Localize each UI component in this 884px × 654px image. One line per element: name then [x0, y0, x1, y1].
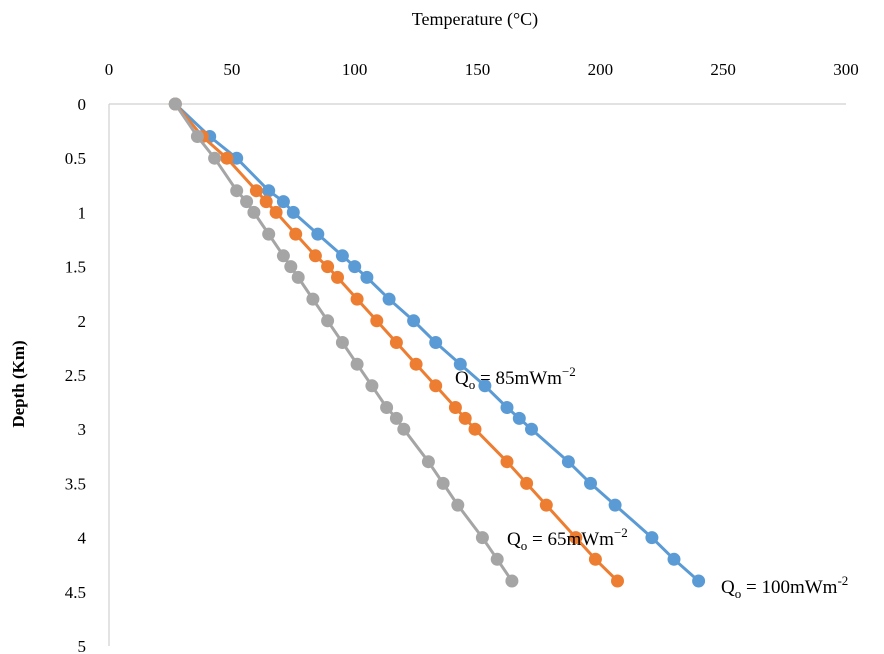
data-point [276, 249, 290, 263]
data-point [365, 379, 379, 393]
data-point [478, 379, 492, 393]
x-tick-labels: 0 50 100 150 200 250 300 [105, 60, 859, 79]
data-point [468, 422, 482, 436]
data-point [289, 227, 303, 241]
data-point [561, 455, 575, 469]
data-point [311, 227, 325, 241]
data-point [249, 184, 263, 198]
data-point [168, 97, 182, 111]
data-point [389, 336, 403, 349]
data-point [692, 574, 706, 588]
x-tick-label: 250 [710, 60, 736, 79]
data-point [667, 552, 681, 566]
data-point [448, 401, 462, 414]
data-point [360, 270, 374, 284]
data-point [453, 357, 467, 371]
data-point [569, 531, 583, 545]
x-tick-label: 50 [223, 60, 240, 79]
x-tick-label: 300 [833, 60, 859, 79]
data-point [475, 531, 489, 545]
data-point [331, 270, 344, 284]
annotation-layer: Qo = 85mWm−2 Qo = 65mWm−2 Qo = 100mWm-2 [455, 364, 848, 601]
series-1 [168, 97, 706, 588]
data-point [500, 455, 514, 469]
data-point [335, 336, 349, 349]
data-point [259, 195, 273, 209]
data-point [321, 314, 335, 328]
data-point [645, 531, 659, 545]
y-tick-label: 4 [78, 529, 87, 548]
series-2 [168, 97, 624, 588]
data-point [429, 336, 443, 349]
data-point [230, 184, 244, 198]
series-3 [168, 97, 519, 588]
data-point [276, 195, 290, 209]
y-tick-label: 5 [78, 637, 87, 654]
x-tick-label: 150 [465, 60, 491, 79]
data-point [284, 260, 298, 274]
series-layer [168, 97, 706, 588]
data-point [539, 498, 553, 512]
y-tick-label: 0 [78, 95, 87, 114]
data-point [262, 227, 276, 241]
data-point [505, 574, 519, 588]
data-point [321, 260, 335, 274]
data-point [291, 270, 305, 284]
y-tick-label: 1 [78, 203, 87, 222]
data-point [429, 379, 443, 393]
data-point [190, 130, 204, 143]
data-point [220, 151, 234, 165]
data-point [458, 411, 472, 425]
data-point [350, 357, 364, 371]
data-point [262, 184, 276, 198]
data-point [208, 151, 222, 165]
data-point [608, 498, 622, 512]
data-point [306, 292, 320, 306]
data-point [588, 552, 602, 566]
y-axis-title: Depth (Km) [9, 340, 28, 427]
data-point [421, 455, 435, 469]
data-point [397, 422, 411, 436]
data-point [269, 205, 283, 219]
y-tick-label: 0.5 [65, 149, 86, 168]
data-point [490, 552, 504, 566]
y-tick-label: 1.5 [65, 258, 86, 277]
data-point [370, 314, 384, 328]
data-point [436, 476, 450, 490]
data-point [407, 314, 421, 328]
annotation-85: Qo = 85mWm−2 [455, 364, 576, 392]
x-tick-label: 200 [588, 60, 614, 79]
data-point [451, 498, 465, 512]
data-point [520, 476, 534, 490]
data-point [348, 260, 362, 274]
annotation-100: Qo = 100mWm-2 [721, 573, 848, 601]
y-tick-label: 3 [78, 420, 87, 439]
y-tick-label: 2 [78, 312, 87, 331]
y-tick-labels: 0 0.5 1 1.5 2 2.5 3 3.5 4 4.5 5 [65, 95, 87, 654]
data-point [611, 574, 624, 588]
data-point [335, 249, 349, 263]
data-point [247, 205, 261, 219]
y-tick-label: 2.5 [65, 366, 86, 385]
data-point [525, 422, 538, 436]
data-point [230, 151, 244, 165]
data-point [409, 357, 423, 371]
data-point [584, 476, 597, 490]
x-tick-label: 0 [105, 60, 114, 79]
data-point [500, 401, 514, 414]
data-point [308, 249, 322, 263]
data-point [512, 411, 526, 425]
data-point [389, 411, 403, 425]
y-tick-label: 4.5 [65, 583, 86, 602]
x-tick-label: 100 [342, 60, 368, 79]
data-point [286, 205, 300, 219]
data-point [382, 292, 396, 306]
data-point [350, 292, 364, 306]
x-axis-title: Temperature (°C) [412, 9, 538, 30]
data-point [240, 195, 254, 209]
y-tick-label: 3.5 [65, 474, 86, 493]
data-point [380, 401, 394, 414]
annotation-65: Qo = 65mWm−2 [507, 525, 628, 553]
